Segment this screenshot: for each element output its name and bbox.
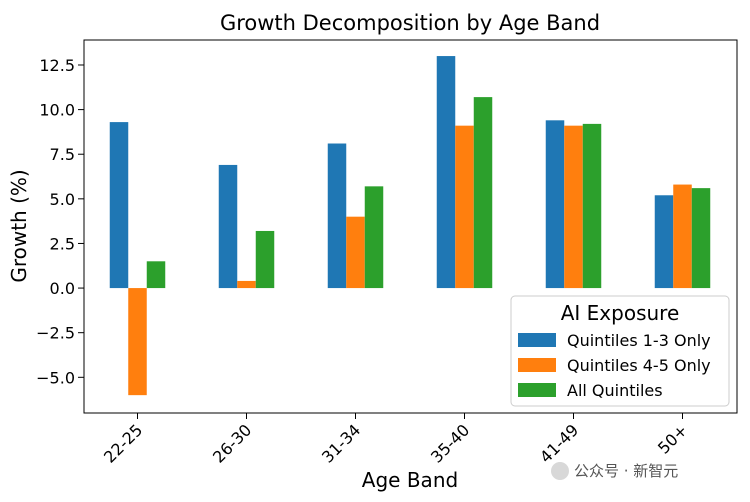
y-tick-label: 0.0 (50, 279, 75, 298)
bar-1-22-25 (109, 122, 129, 289)
y-tick-label: −5.0 (36, 368, 75, 387)
bar-2-50+ (673, 184, 692, 289)
legend-swatch (518, 333, 556, 347)
legend-label: All Quintiles (567, 381, 663, 400)
bar-3-26-30 (255, 230, 275, 289)
legend-box (510, 295, 730, 407)
bar-2-31-34 (346, 216, 365, 289)
y-tick-label: 5.0 (50, 190, 75, 209)
legend-label: Quintiles 4-5 Only (567, 356, 711, 375)
bar-2-35-40 (455, 125, 474, 289)
x-tick-label: 26-30 (209, 420, 255, 466)
watermark: 公众号 · 新智元 (551, 462, 678, 480)
watermark-text: 公众号 · 新智元 (574, 462, 678, 480)
legend-swatch (518, 383, 556, 397)
bar-2-41-49 (564, 125, 583, 289)
x-tick-label: 22-25 (100, 420, 146, 466)
x-tick-label: 35-40 (427, 420, 473, 466)
legend-entries: Quintiles 1-3 Only Quintiles 4-5 Only All … (518, 331, 711, 400)
bar-3-41-49 (582, 123, 602, 289)
bar-1-41-49 (545, 120, 565, 289)
legend-label: Quintiles 1-3 Only (567, 331, 711, 350)
x-axis-ticks: 22-25 26-30 31-34 35-40 41-49 50+ (100, 413, 691, 467)
wechat-icon (551, 462, 569, 480)
bars-group (109, 56, 711, 396)
chart-title: Growth Decomposition by Age Band (220, 11, 600, 35)
plot-frame (83, 39, 738, 414)
bar-1-31-34 (327, 143, 347, 289)
x-tick-label: 31-34 (318, 420, 364, 466)
y-tick-label: 12.5 (39, 56, 75, 75)
legend-title: AI Exposure (561, 301, 680, 325)
bar-2-22-25 (128, 288, 147, 396)
x-axis-label: Age Band (362, 468, 458, 492)
y-tick-label: 2.5 (50, 234, 75, 253)
x-tick-label: 50+ (654, 420, 691, 457)
bar-2-26-30 (237, 280, 256, 289)
bar-1-35-40 (436, 56, 456, 289)
bar-3-22-25 (146, 261, 166, 289)
y-tick-label: 7.5 (50, 145, 75, 164)
bar-3-31-34 (364, 186, 384, 289)
y-tick-label: 10.0 (39, 101, 75, 120)
bar-3-35-40 (473, 97, 493, 289)
legend-swatch (518, 358, 556, 372)
y-tick-label: −2.5 (36, 324, 75, 343)
y-axis-ticks: −5.0 −2.5 0.0 2.5 5.0 7.5 10.0 12.5 (36, 56, 84, 387)
bar-3-50+ (691, 188, 711, 289)
bar-1-26-30 (218, 164, 238, 289)
legend: AI Exposure Quintiles 1-3 OnlyQuintiles … (510, 295, 730, 407)
y-axis-label: Growth (%) (7, 169, 31, 282)
x-tick-label: 41-49 (536, 420, 582, 466)
bar-1-50+ (654, 195, 674, 289)
